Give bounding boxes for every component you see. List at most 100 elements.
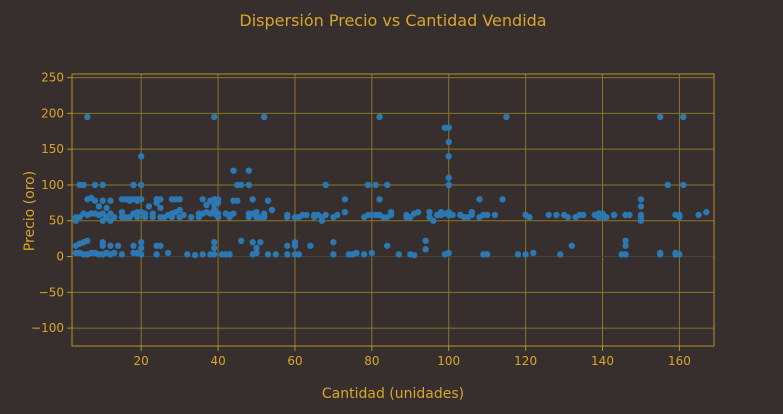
data-point-157[interactable]: [284, 213, 291, 221]
data-point-42[interactable]: [111, 213, 118, 221]
data-point-234[interactable]: [468, 211, 476, 219]
data-point-225[interactable]: [445, 181, 452, 189]
data-point-67[interactable]: [137, 196, 145, 203]
data-point-244[interactable]: [514, 251, 522, 258]
data-point-194[interactable]: [376, 196, 383, 203]
data-point-25[interactable]: [95, 203, 103, 210]
data-point-224[interactable]: [445, 174, 452, 181]
data-point-99[interactable]: [191, 251, 199, 259]
data-point-151[interactable]: [261, 213, 268, 221]
data-point-249[interactable]: [545, 211, 552, 219]
data-point-228[interactable]: [445, 249, 452, 257]
data-point-149[interactable]: [261, 113, 268, 121]
data-point-20[interactable]: [91, 181, 99, 189]
data-point-253[interactable]: [564, 213, 572, 221]
data-point-81[interactable]: [157, 196, 164, 203]
data-point-65[interactable]: [137, 153, 145, 160]
data-point-146[interactable]: [253, 249, 260, 257]
data-point-87[interactable]: [164, 249, 172, 257]
data-point-202[interactable]: [395, 251, 402, 258]
data-point-190[interactable]: [368, 249, 376, 257]
data-point-272[interactable]: [637, 196, 645, 203]
data-point-57[interactable]: [130, 242, 137, 249]
data-point-222[interactable]: [445, 138, 452, 146]
data-point-128[interactable]: [230, 167, 237, 174]
data-point-97[interactable]: [184, 251, 191, 258]
data-point-15[interactable]: [84, 237, 91, 244]
data-point-54[interactable]: [130, 181, 137, 189]
data-point-265[interactable]: [610, 211, 618, 219]
data-point-239[interactable]: [483, 211, 491, 219]
data-point-48[interactable]: [118, 251, 126, 258]
data-point-276[interactable]: [637, 217, 645, 224]
data-point-43[interactable]: [111, 249, 118, 257]
data-point-175[interactable]: [322, 211, 329, 219]
data-point-165[interactable]: [295, 251, 303, 258]
data-point-187[interactable]: [364, 181, 372, 189]
data-point-143[interactable]: [253, 208, 260, 216]
data-point-84[interactable]: [157, 242, 164, 249]
data-point-69[interactable]: [137, 239, 145, 246]
data-point-180[interactable]: [341, 196, 349, 203]
data-point-229[interactable]: [449, 211, 456, 219]
data-point-119[interactable]: [214, 199, 222, 207]
data-point-63[interactable]: [134, 213, 141, 221]
data-point-80[interactable]: [153, 251, 160, 258]
data-point-28[interactable]: [99, 197, 106, 204]
data-point-270[interactable]: [622, 251, 629, 258]
data-point-247[interactable]: [526, 213, 533, 221]
data-point-243[interactable]: [503, 113, 510, 121]
data-point-96[interactable]: [180, 211, 187, 219]
data-point-73[interactable]: [141, 213, 149, 221]
data-point-287[interactable]: [680, 113, 687, 121]
data-point-221[interactable]: [445, 124, 452, 131]
data-point-280[interactable]: [664, 181, 672, 189]
data-point-158[interactable]: [284, 242, 291, 249]
data-point-257[interactable]: [580, 211, 587, 219]
data-point-139[interactable]: [249, 196, 256, 203]
data-point-162[interactable]: [291, 242, 299, 249]
data-point-288[interactable]: [680, 181, 687, 189]
data-point-46[interactable]: [118, 208, 126, 216]
data-point-201[interactable]: [387, 211, 395, 219]
data-point-94[interactable]: [176, 206, 183, 214]
data-point-105[interactable]: [203, 201, 210, 209]
data-point-208[interactable]: [410, 251, 418, 259]
data-point-273[interactable]: [637, 203, 645, 210]
data-point-71[interactable]: [137, 251, 145, 258]
data-point-177[interactable]: [330, 239, 337, 246]
data-point-121[interactable]: [214, 213, 222, 221]
data-point-135[interactable]: [245, 167, 253, 174]
data-point-210[interactable]: [422, 237, 429, 244]
data-point-32[interactable]: [99, 242, 106, 249]
data-point-154[interactable]: [268, 206, 276, 214]
data-point-12[interactable]: [84, 113, 91, 121]
data-point-181[interactable]: [341, 208, 349, 216]
data-point-223[interactable]: [445, 153, 452, 160]
data-point-289[interactable]: [695, 211, 702, 219]
data-point-251[interactable]: [557, 251, 564, 258]
data-point-153[interactable]: [264, 251, 272, 258]
data-point-116[interactable]: [211, 244, 218, 252]
data-point-159[interactable]: [284, 251, 291, 258]
data-point-279[interactable]: [656, 251, 664, 258]
data-point-133[interactable]: [237, 181, 245, 189]
data-point-93[interactable]: [176, 196, 183, 203]
data-point-167[interactable]: [303, 211, 310, 219]
data-point-152[interactable]: [264, 197, 272, 204]
data-point-197[interactable]: [384, 181, 391, 189]
data-point-74[interactable]: [145, 203, 153, 210]
data-point-104[interactable]: [199, 251, 206, 258]
data-point-246[interactable]: [522, 251, 529, 258]
data-point-8[interactable]: [80, 181, 87, 189]
data-point-98[interactable]: [187, 213, 195, 221]
data-point-70[interactable]: [137, 244, 145, 252]
data-point-155[interactable]: [272, 251, 279, 258]
data-point-235[interactable]: [476, 196, 483, 203]
data-point-268[interactable]: [622, 237, 629, 244]
data-point-269[interactable]: [622, 242, 629, 249]
data-point-37[interactable]: [107, 197, 114, 204]
data-point-115[interactable]: [211, 239, 218, 246]
data-point-191[interactable]: [372, 181, 379, 189]
data-point-290[interactable]: [703, 208, 710, 216]
